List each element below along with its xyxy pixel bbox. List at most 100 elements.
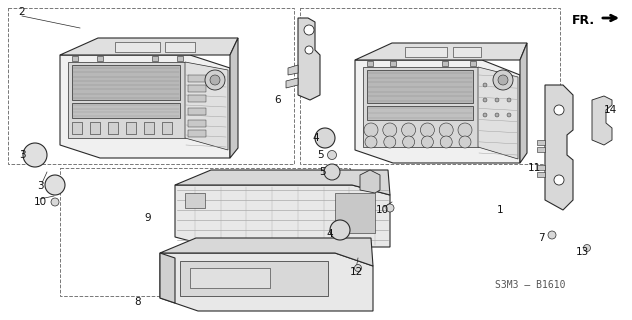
Circle shape [23, 143, 47, 167]
Polygon shape [478, 67, 518, 159]
Text: 4: 4 [327, 229, 333, 239]
Circle shape [507, 113, 511, 117]
Bar [335, 193, 375, 233]
Polygon shape [160, 238, 373, 266]
Bar [8, 8, 294, 164]
Bar [97, 56, 103, 61]
Circle shape [324, 164, 340, 180]
Polygon shape [72, 103, 180, 118]
Circle shape [483, 98, 487, 102]
Polygon shape [286, 78, 298, 88]
Circle shape [483, 113, 487, 117]
Bar [188, 130, 206, 137]
Polygon shape [355, 43, 527, 60]
Bar [537, 140, 545, 145]
Bar [537, 172, 545, 177]
Circle shape [383, 123, 397, 137]
Bar [180, 261, 328, 296]
Polygon shape [160, 253, 175, 303]
Circle shape [51, 198, 59, 206]
Polygon shape [175, 185, 390, 247]
Circle shape [384, 136, 396, 148]
Bar [367, 61, 373, 66]
Polygon shape [72, 65, 180, 100]
Circle shape [548, 231, 556, 239]
Text: S3M3 – B1610: S3M3 – B1610 [495, 280, 565, 290]
Circle shape [330, 220, 350, 240]
Circle shape [205, 70, 225, 90]
Text: 13: 13 [575, 247, 588, 257]
Text: 3: 3 [37, 181, 44, 191]
Polygon shape [185, 62, 228, 150]
Circle shape [495, 113, 499, 117]
Bar [188, 108, 206, 115]
Text: 12: 12 [349, 267, 363, 277]
Text: 9: 9 [145, 213, 151, 223]
Circle shape [554, 175, 564, 185]
Circle shape [495, 83, 499, 87]
Text: 8: 8 [135, 297, 142, 307]
Bar [188, 75, 206, 82]
Circle shape [355, 265, 362, 271]
Bar [188, 85, 206, 92]
Circle shape [386, 204, 394, 212]
Bar [390, 61, 396, 66]
Polygon shape [520, 43, 527, 163]
Circle shape [493, 70, 513, 90]
Text: 14: 14 [604, 105, 617, 115]
Bar [60, 168, 350, 296]
Polygon shape [60, 55, 230, 158]
Bar [152, 56, 158, 61]
Bar [72, 56, 78, 61]
Bar [90, 122, 100, 134]
Bar [300, 8, 560, 164]
Bar [144, 122, 154, 134]
Polygon shape [363, 67, 478, 147]
Circle shape [439, 123, 453, 137]
Polygon shape [160, 253, 373, 311]
Polygon shape [298, 18, 320, 100]
Circle shape [365, 136, 377, 148]
Polygon shape [68, 62, 185, 138]
Text: 3: 3 [19, 150, 25, 160]
Bar [188, 95, 206, 102]
Bar [453, 47, 481, 57]
Polygon shape [367, 70, 473, 103]
Circle shape [401, 123, 416, 137]
Circle shape [210, 75, 220, 85]
Bar [188, 120, 206, 127]
Circle shape [507, 83, 511, 87]
Text: 5: 5 [319, 167, 325, 177]
Circle shape [45, 175, 65, 195]
Bar [115, 42, 160, 52]
Polygon shape [360, 170, 380, 193]
Bar [537, 165, 545, 170]
Polygon shape [367, 106, 473, 120]
Bar [126, 122, 136, 134]
Bar [72, 122, 82, 134]
Polygon shape [545, 85, 573, 210]
Circle shape [441, 136, 453, 148]
Circle shape [422, 136, 434, 148]
Bar [162, 122, 172, 134]
Text: 4: 4 [313, 133, 319, 143]
Text: 1: 1 [497, 205, 503, 215]
Text: 11: 11 [527, 163, 540, 173]
Bar [442, 61, 448, 66]
Bar [177, 56, 183, 61]
Bar [185, 193, 205, 208]
Text: 6: 6 [275, 95, 281, 105]
Text: FR.: FR. [572, 13, 595, 27]
Circle shape [364, 123, 378, 137]
Circle shape [507, 98, 511, 102]
Circle shape [327, 150, 336, 159]
Polygon shape [592, 96, 612, 145]
Bar [470, 61, 476, 66]
Polygon shape [175, 170, 390, 195]
Bar [190, 268, 270, 288]
Circle shape [583, 244, 590, 252]
Circle shape [420, 123, 434, 137]
Bar [165, 42, 195, 52]
Circle shape [554, 105, 564, 115]
Bar [405, 47, 447, 57]
